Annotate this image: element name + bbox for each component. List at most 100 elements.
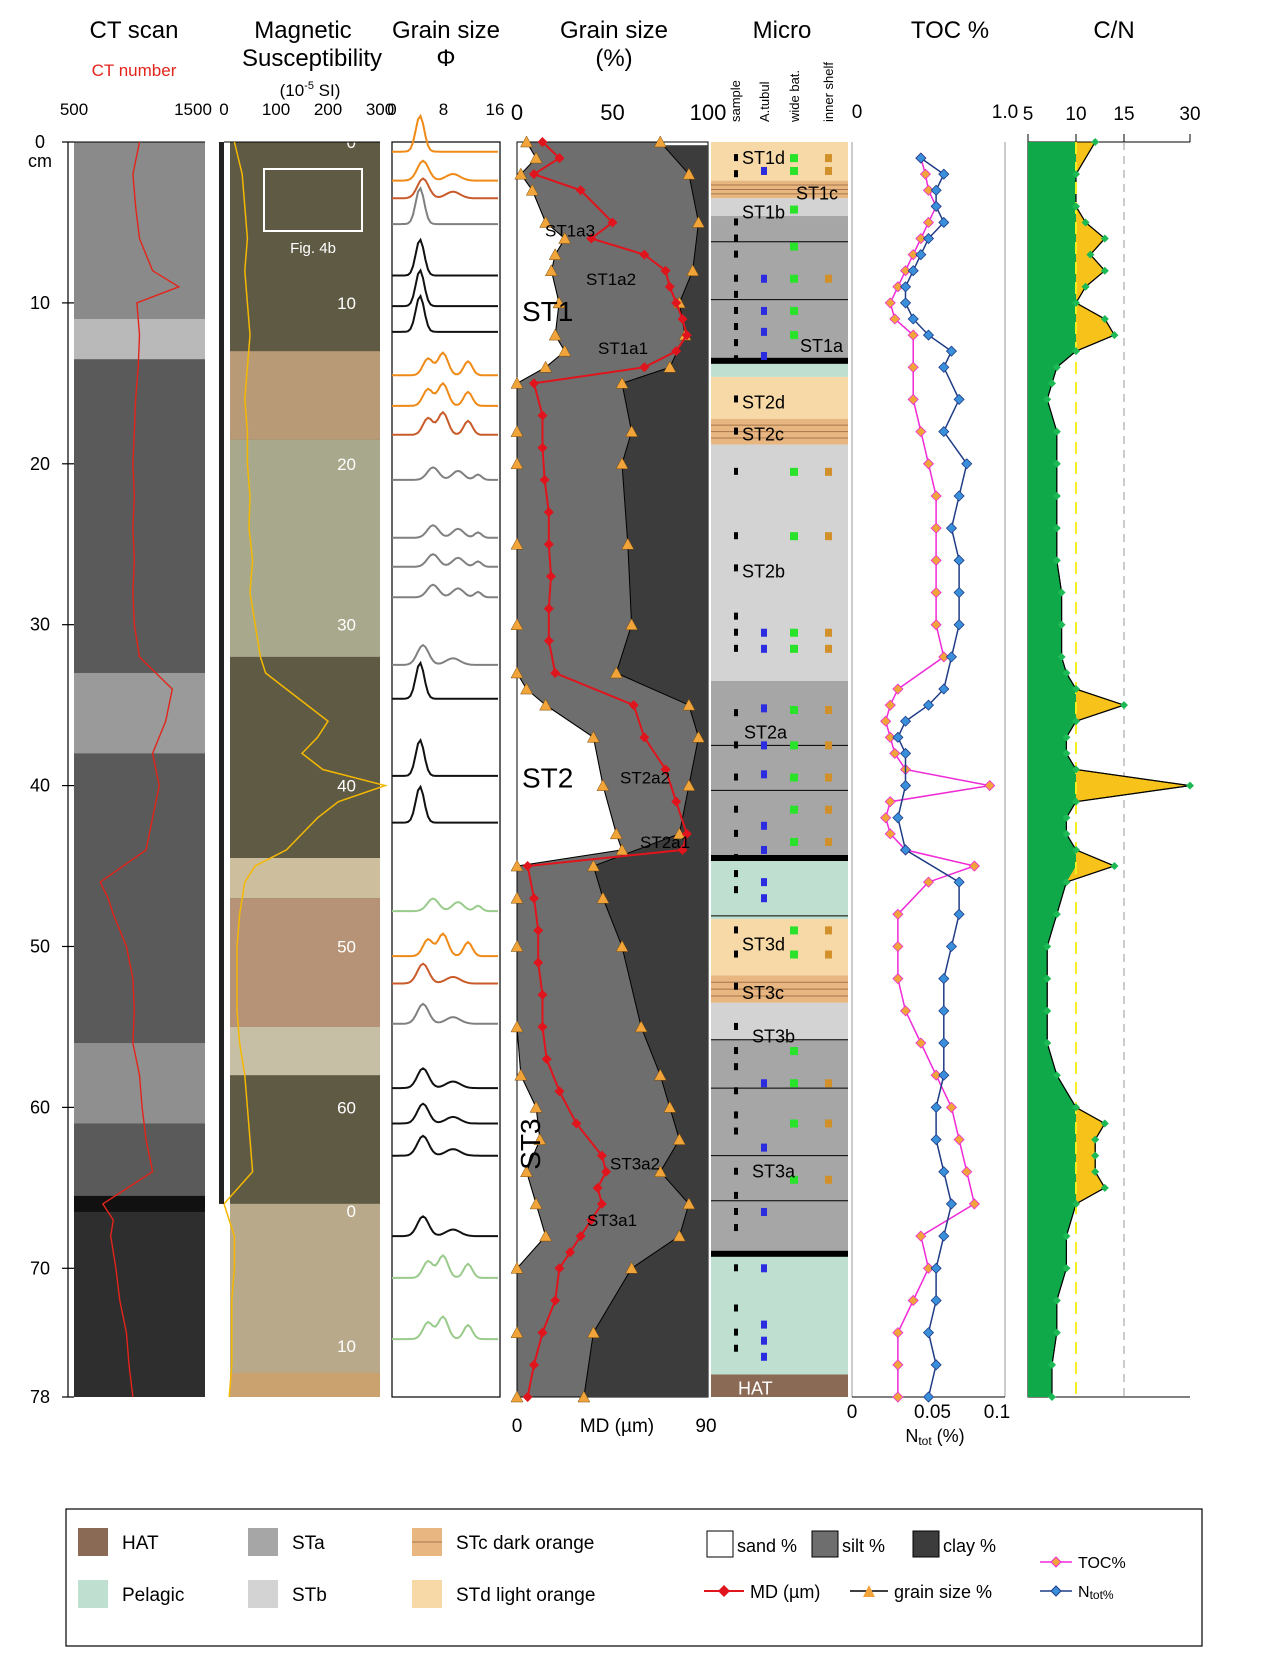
ntot-marker [938, 683, 950, 695]
micro-sample-mark [734, 870, 738, 878]
md-marker [545, 571, 556, 582]
micro-atubul-mark [761, 845, 767, 854]
toc-marker [930, 522, 942, 534]
micro-inner-mark [825, 837, 832, 846]
toc-marker [922, 1262, 935, 1274]
silt-marker [692, 730, 705, 743]
md-marker [671, 796, 682, 807]
depth-tick-label: 50 [30, 936, 50, 956]
legend-toc-label: TOC% [1078, 1555, 1126, 1572]
phi-curve [392, 466, 498, 481]
cn-marker [1072, 685, 1080, 694]
core-depth-label: 30 [337, 616, 356, 635]
micro-atubul-mark [761, 327, 767, 336]
ntot-line [897, 157, 968, 1398]
md-marker [550, 667, 561, 678]
depth-tick-label: 20 [30, 454, 50, 474]
micro-atubul-mark [761, 1352, 767, 1361]
phi-curve [392, 186, 498, 226]
cn-marker [1062, 749, 1071, 758]
sand-marker [510, 1020, 524, 1033]
toc-marker [884, 828, 896, 840]
micro-column-header: wide bat. [787, 70, 802, 123]
legend-md-marker [718, 1585, 730, 1597]
toc-marker [945, 1101, 958, 1113]
cn-marker [1052, 459, 1061, 468]
phi-curve [392, 1067, 498, 1090]
micro-atubul-mark [761, 1079, 767, 1088]
gs-top-tick: 50 [600, 100, 624, 125]
core-photo-band [230, 857, 380, 899]
phi-curve [392, 784, 498, 824]
ntot-marker [953, 490, 965, 502]
cn-marker [1072, 347, 1080, 356]
phi-curve [392, 1315, 498, 1341]
core-photo-band [230, 898, 380, 1027]
ntot-marker [945, 1198, 958, 1210]
cn-marker [1100, 314, 1109, 323]
fig4b-label: Fig. 4b [290, 240, 336, 257]
toc-marker [968, 1198, 980, 1210]
cn-marker [1072, 1199, 1080, 1208]
md-marker [660, 265, 671, 276]
cn-marker [1062, 1264, 1071, 1273]
micro-wide-mark [790, 1119, 798, 1128]
n-axis-label: Ntot (%) [905, 1426, 964, 1448]
legend-facies-label: STa [292, 1533, 325, 1554]
ntot-marker [892, 812, 904, 824]
ntot-marker [930, 1133, 942, 1146]
toc-marker [892, 908, 904, 920]
micro-wide-mark [790, 741, 798, 750]
cn-marker [1062, 829, 1071, 838]
toc-marker [899, 265, 912, 277]
micro-wide-mark [790, 306, 798, 315]
legend-gs-label: clay % [943, 1536, 996, 1556]
micro-inner-mark [825, 1079, 832, 1088]
micro-inner-mark [825, 644, 832, 653]
core-depth-label: 0 [347, 1202, 356, 1221]
phi-curve [392, 410, 498, 436]
cn-marker [1048, 1393, 1056, 1401]
cn-marker [1057, 620, 1066, 629]
micro-inner-mark [825, 467, 832, 476]
micro-sample-mark [734, 564, 738, 572]
unit-label: ST2 [522, 763, 573, 794]
micro-wide-mark [790, 773, 798, 782]
cn-marker [1091, 1151, 1100, 1160]
md-tick-0: 0 [512, 1416, 523, 1437]
sand-marker [510, 537, 524, 550]
facies-stb [711, 198, 848, 217]
unit-label: ST3 [515, 1118, 546, 1169]
md-marker [543, 635, 554, 646]
micro-sample-mark [734, 644, 738, 652]
legend-ntot-label: Ntot% [1078, 1584, 1114, 1602]
micro-sample-mark [734, 234, 738, 242]
cn-marker [1048, 379, 1056, 388]
micro-atubul-mark [761, 1336, 767, 1345]
mag-title-1: Magnetic [254, 17, 351, 44]
facies-std [711, 376, 848, 419]
md-marker [607, 217, 618, 228]
cn-marker [1062, 668, 1071, 677]
md-marker [639, 249, 650, 260]
micro-atubul-mark [761, 894, 767, 903]
toc-marker [880, 715, 892, 727]
micro-title: Micro [753, 17, 812, 44]
sand-marker [510, 666, 524, 679]
ct-subtitle: CT number [92, 61, 177, 80]
micro-sample-mark [734, 1191, 738, 1199]
md-marker [681, 828, 692, 839]
mag-title-2: Susceptibility [242, 45, 382, 72]
gs-unit: (%) [595, 45, 632, 72]
fig4b-box [263, 168, 363, 232]
micro-unit-label: ST1d [742, 148, 785, 168]
md-marker [533, 925, 544, 936]
ct-scan-band [74, 1195, 205, 1212]
ct-tick-label: 1500 [174, 100, 212, 119]
toc-marker [930, 619, 942, 631]
sand-marker [609, 827, 623, 840]
md-marker [543, 603, 554, 614]
sand-marker [615, 843, 629, 856]
legend-swatch [248, 1580, 278, 1608]
md-marker [677, 313, 688, 324]
